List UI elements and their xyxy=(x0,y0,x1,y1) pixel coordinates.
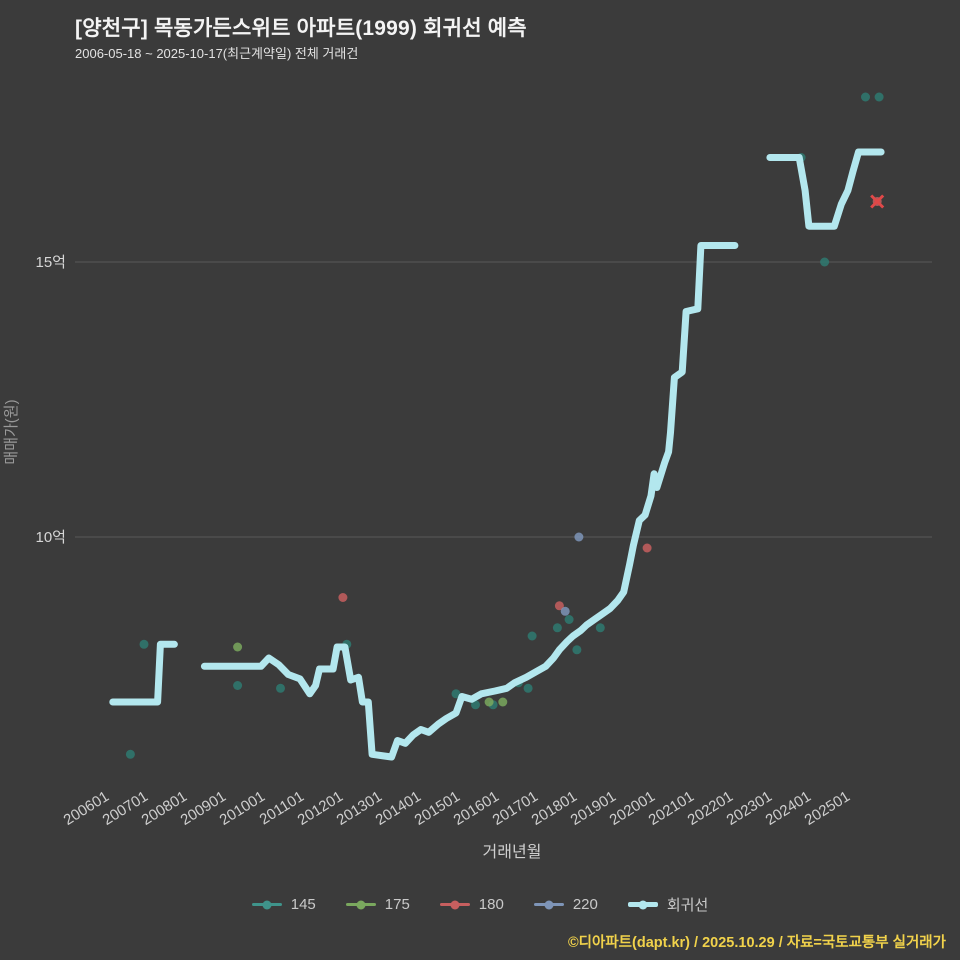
data-point-175[interactable] xyxy=(484,697,494,707)
x-tick-label: 202501 xyxy=(802,788,853,829)
data-point-145[interactable] xyxy=(233,681,243,690)
data-point-145[interactable] xyxy=(874,92,884,102)
y-axis-label: 매매가(원) xyxy=(3,399,20,464)
regression-line xyxy=(766,148,885,230)
legend-label: 180 xyxy=(478,896,504,913)
legend-item-180[interactable]: 180 xyxy=(439,896,504,913)
page-title: [양천구] 목동가든스위트 아파트(1999) 회귀선 예측 xyxy=(75,17,527,40)
source-credit: ©디아파트(dapt.kr) / 2025.10.29 / 자료=국토교통부 실… xyxy=(567,935,946,951)
data-point-180[interactable] xyxy=(642,543,652,553)
tick-layer: 15억10억2006012007012008012009012010012011… xyxy=(36,254,854,829)
legend-marker-icon xyxy=(345,900,376,909)
data-point-220[interactable] xyxy=(574,532,584,542)
data-point-180[interactable] xyxy=(554,601,564,611)
regression-line xyxy=(109,640,178,706)
legend-item-220[interactable]: 220 xyxy=(533,896,598,913)
data-point-145[interactable] xyxy=(451,689,461,699)
x-axis-label: 거래년월 xyxy=(483,843,542,861)
page-subtitle: 2006-05-18 ~ 2025-10-17(최근계약일) 전체 거래건 xyxy=(75,46,359,61)
data-point-145[interactable] xyxy=(861,92,870,102)
legend-marker-icon xyxy=(627,900,658,909)
data-point-145[interactable] xyxy=(595,623,605,633)
data-point-145[interactable] xyxy=(552,623,562,633)
data-point-145[interactable] xyxy=(276,683,285,693)
data-point-145[interactable] xyxy=(125,749,135,759)
y-tick-label: 15억 xyxy=(36,254,67,271)
data-point-145[interactable] xyxy=(527,631,537,641)
grid-layer xyxy=(75,261,932,538)
data-point-145[interactable] xyxy=(820,257,830,267)
legend-label: 220 xyxy=(572,896,598,913)
regression-line-layer xyxy=(109,148,885,761)
legend-dot-icon xyxy=(544,900,554,909)
data-point-175[interactable] xyxy=(498,697,508,707)
data-point-175[interactable] xyxy=(233,642,243,652)
x-marker xyxy=(870,194,885,209)
data-point-145[interactable] xyxy=(564,615,574,624)
legend-label: 145 xyxy=(290,896,316,913)
legend-marker-icon xyxy=(439,900,470,909)
legend-dot-icon xyxy=(356,900,366,909)
x-tick-label: 201001 xyxy=(217,788,268,829)
legend-dot-icon xyxy=(262,900,272,909)
legend-label: 회귀선 xyxy=(666,897,709,914)
legend-item-145[interactable]: 145 xyxy=(251,896,316,913)
regression-line xyxy=(200,242,739,761)
data-point-220[interactable] xyxy=(560,606,570,616)
data-point-180[interactable] xyxy=(338,593,348,602)
data-point-145[interactable] xyxy=(572,645,582,655)
legend-marker-icon xyxy=(251,900,282,909)
data-point-145[interactable] xyxy=(139,639,149,649)
data-point-145[interactable] xyxy=(523,683,533,693)
marker-layer xyxy=(870,194,885,209)
y-tick-label: 10억 xyxy=(36,529,67,546)
legend-dot-icon xyxy=(638,900,648,909)
legend-item-회귀선[interactable]: 회귀선 xyxy=(627,894,709,915)
scatter-points-layer xyxy=(125,92,884,759)
legend-dot-icon xyxy=(450,900,460,909)
legend-item-175[interactable]: 175 xyxy=(345,896,410,913)
data-point-145[interactable] xyxy=(471,700,480,710)
chart-legend: 145 175 180 220 회귀선 xyxy=(0,894,960,915)
legend-label: 175 xyxy=(384,896,410,913)
legend-marker-icon xyxy=(533,900,564,909)
